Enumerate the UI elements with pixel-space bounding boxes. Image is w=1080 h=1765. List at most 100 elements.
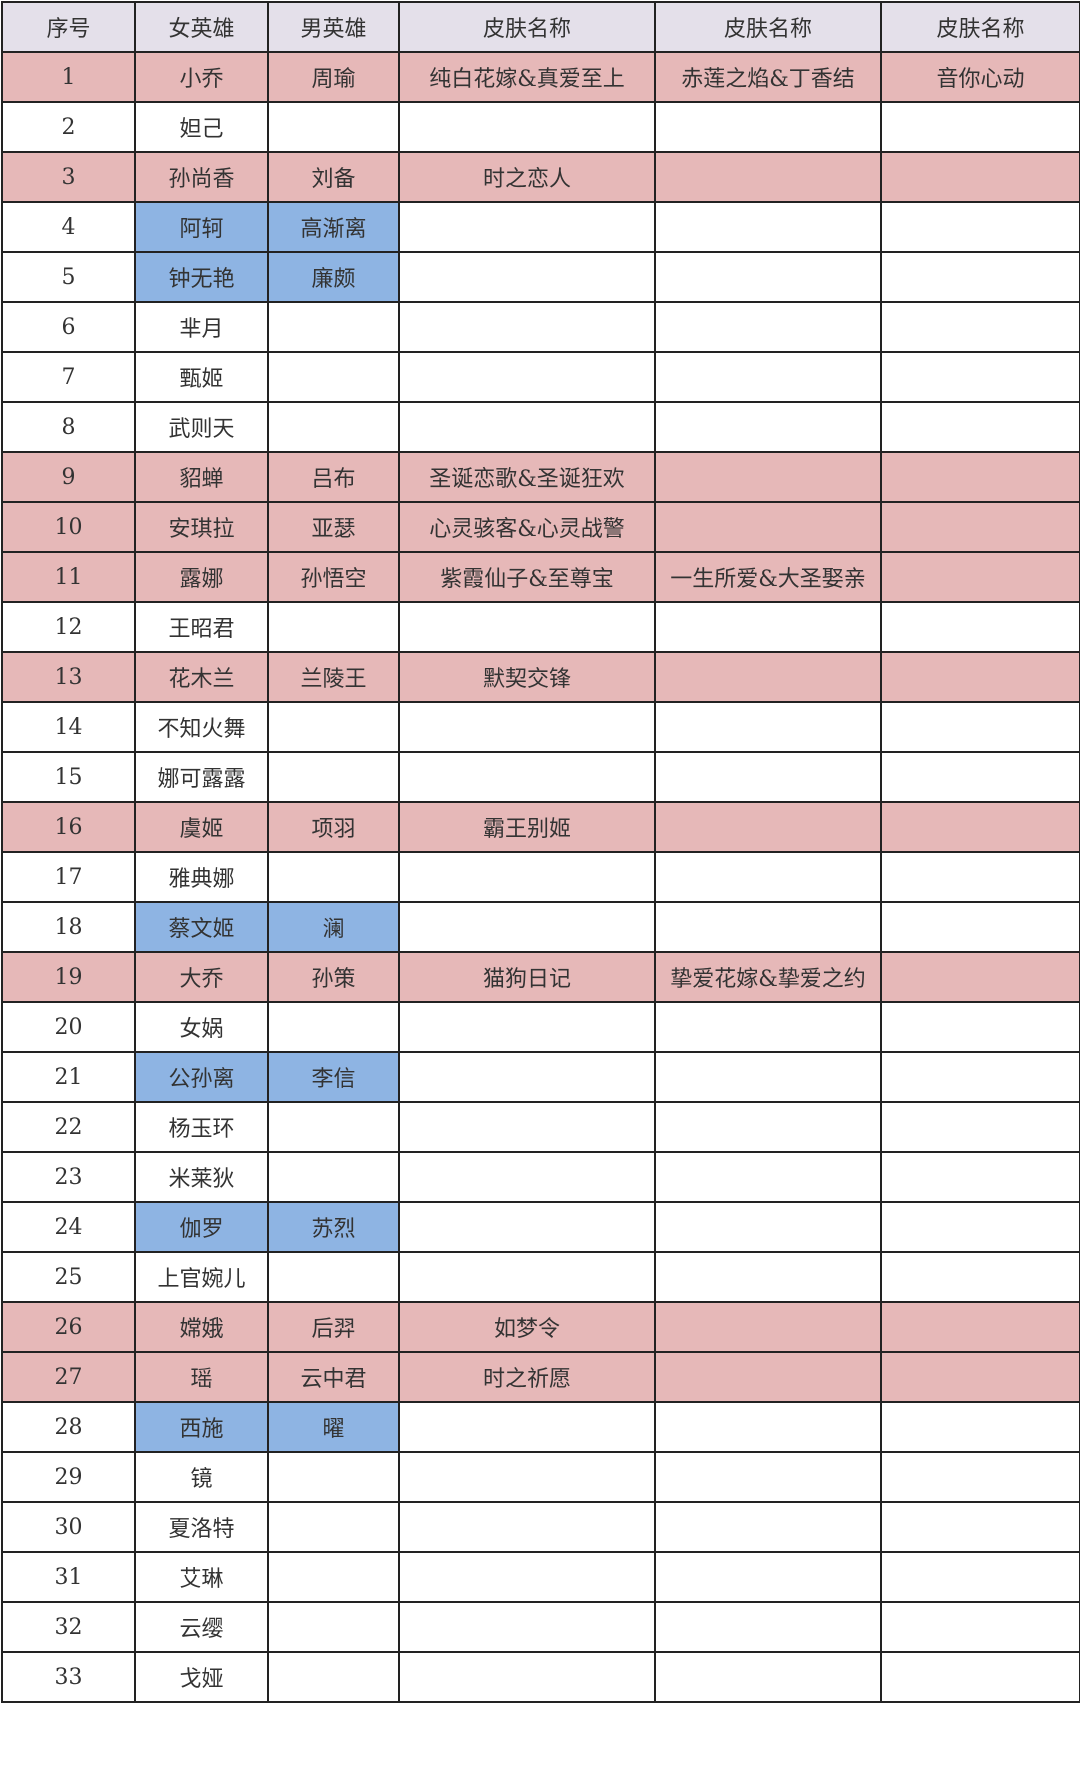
skin-cell bbox=[880, 351, 1080, 403]
skin-cell bbox=[398, 1601, 656, 1653]
male-hero-cell: 李信 bbox=[267, 1051, 400, 1103]
table-row: 5 钟无艳 廉颇 bbox=[1, 251, 1080, 303]
index-cell: 30 bbox=[1, 1501, 136, 1553]
male-hero-cell: 苏烈 bbox=[267, 1201, 400, 1253]
male-hero-cell bbox=[267, 101, 400, 153]
skin-cell bbox=[398, 1551, 656, 1603]
skin-cell bbox=[398, 1451, 656, 1503]
male-hero-cell bbox=[267, 301, 400, 353]
female-hero-cell: 芈月 bbox=[134, 301, 269, 353]
female-hero-cell: 杨玉环 bbox=[134, 1101, 269, 1153]
skin-cell bbox=[654, 701, 882, 753]
skin-cell bbox=[880, 1401, 1080, 1453]
table-row: 21 公孙离 李信 bbox=[1, 1051, 1080, 1103]
skin-cell bbox=[398, 1401, 656, 1453]
male-hero-cell: 吕布 bbox=[267, 451, 400, 503]
index-cell: 16 bbox=[1, 801, 136, 853]
skin-cell bbox=[398, 751, 656, 803]
male-hero-cell: 孙策 bbox=[267, 951, 400, 1003]
index-cell: 13 bbox=[1, 651, 136, 703]
male-hero-cell bbox=[267, 351, 400, 403]
header-female-hero: 女英雄 bbox=[134, 1, 269, 53]
skin-cell bbox=[654, 751, 882, 803]
index-cell: 8 bbox=[1, 401, 136, 453]
index-cell: 11 bbox=[1, 551, 136, 603]
female-hero-cell: 夏洛特 bbox=[134, 1501, 269, 1553]
index-cell: 3 bbox=[1, 151, 136, 203]
index-cell: 10 bbox=[1, 501, 136, 553]
skin-cell bbox=[880, 1351, 1080, 1403]
index-cell: 7 bbox=[1, 351, 136, 403]
male-hero-cell: 周瑜 bbox=[267, 51, 400, 103]
skin-cell bbox=[654, 1401, 882, 1453]
skin-cell bbox=[398, 1101, 656, 1153]
skin-cell bbox=[398, 1501, 656, 1553]
female-hero-cell: 戈娅 bbox=[134, 1651, 269, 1703]
skin-cell bbox=[654, 1101, 882, 1153]
table-row: 2 妲己 bbox=[1, 101, 1080, 153]
skin-cell bbox=[880, 1001, 1080, 1053]
skin-cell bbox=[654, 1151, 882, 1203]
table-row: 16 虞姬 项羽 霸王别姬 bbox=[1, 801, 1080, 853]
table-row: 6 芈月 bbox=[1, 301, 1080, 353]
female-hero-cell: 伽罗 bbox=[134, 1201, 269, 1253]
female-hero-cell: 米莱狄 bbox=[134, 1151, 269, 1203]
skin-cell bbox=[398, 1651, 656, 1703]
index-cell: 29 bbox=[1, 1451, 136, 1503]
skin-cell bbox=[880, 701, 1080, 753]
skin-cell: 时之祈愿 bbox=[398, 1351, 656, 1403]
index-cell: 2 bbox=[1, 101, 136, 153]
skin-cell: 默契交锋 bbox=[398, 651, 656, 703]
index-cell: 21 bbox=[1, 1051, 136, 1103]
skin-cell bbox=[654, 1551, 882, 1603]
female-hero-cell: 云缨 bbox=[134, 1601, 269, 1653]
header-skin-name-2: 皮肤名称 bbox=[654, 1, 882, 53]
header-index: 序号 bbox=[1, 1, 136, 53]
female-hero-cell: 娜可露露 bbox=[134, 751, 269, 803]
index-cell: 4 bbox=[1, 201, 136, 253]
male-hero-cell bbox=[267, 1601, 400, 1653]
hero-skin-table: 序号 女英雄 男英雄 皮肤名称 皮肤名称 皮肤名称 1 小乔 周瑜 纯白花嫁&真爱至上 赤莲之焰&… bbox=[1, 1, 1080, 1703]
skin-cell: 音你心动 bbox=[880, 51, 1080, 103]
male-hero-cell bbox=[267, 1001, 400, 1053]
female-hero-cell: 武则天 bbox=[134, 401, 269, 453]
female-hero-cell: 镜 bbox=[134, 1451, 269, 1503]
table-row: 28 西施曜 bbox=[1, 1401, 1080, 1453]
male-hero-cell: 高渐离 bbox=[267, 201, 400, 253]
skin-cell bbox=[654, 101, 882, 153]
skin-cell: 如梦令 bbox=[398, 1301, 656, 1353]
table-row: 25 上官婉儿 bbox=[1, 1251, 1080, 1303]
skin-cell bbox=[880, 951, 1080, 1003]
skin-cell: 心灵骇客&心灵战警 bbox=[398, 501, 656, 553]
skin-cell bbox=[880, 601, 1080, 653]
skin-cell bbox=[880, 1451, 1080, 1503]
skin-cell bbox=[654, 351, 882, 403]
male-hero-cell: 亚瑟 bbox=[267, 501, 400, 553]
header-skin-name-3: 皮肤名称 bbox=[880, 1, 1080, 53]
skin-cell bbox=[880, 801, 1080, 853]
female-hero-cell: 妲己 bbox=[134, 101, 269, 153]
skin-cell bbox=[880, 1251, 1080, 1303]
female-hero-cell: 雅典娜 bbox=[134, 851, 269, 903]
skin-cell: 一生所爱&大圣娶亲 bbox=[654, 551, 882, 603]
skin-cell bbox=[880, 1301, 1080, 1353]
male-hero-cell: 廉颇 bbox=[267, 251, 400, 303]
skin-cell bbox=[398, 351, 656, 403]
female-hero-cell: 钟无艳 bbox=[134, 251, 269, 303]
table-row: 14 不知火舞 bbox=[1, 701, 1080, 753]
skin-cell bbox=[654, 1251, 882, 1303]
skin-cell bbox=[654, 151, 882, 203]
female-hero-cell: 艾琳 bbox=[134, 1551, 269, 1603]
skin-cell bbox=[880, 201, 1080, 253]
skin-cell bbox=[880, 151, 1080, 203]
skin-cell: 纯白花嫁&真爱至上 bbox=[398, 51, 656, 103]
table-row: 31 艾琳 bbox=[1, 1551, 1080, 1603]
skin-cell bbox=[880, 551, 1080, 603]
skin-cell bbox=[880, 1501, 1080, 1553]
skin-cell bbox=[880, 1201, 1080, 1253]
female-hero-cell: 西施 bbox=[134, 1401, 269, 1453]
skin-cell bbox=[654, 301, 882, 353]
female-hero-cell: 上官婉儿 bbox=[134, 1251, 269, 1303]
table-row: 17 雅典娜 bbox=[1, 851, 1080, 903]
skin-cell bbox=[654, 1051, 882, 1103]
